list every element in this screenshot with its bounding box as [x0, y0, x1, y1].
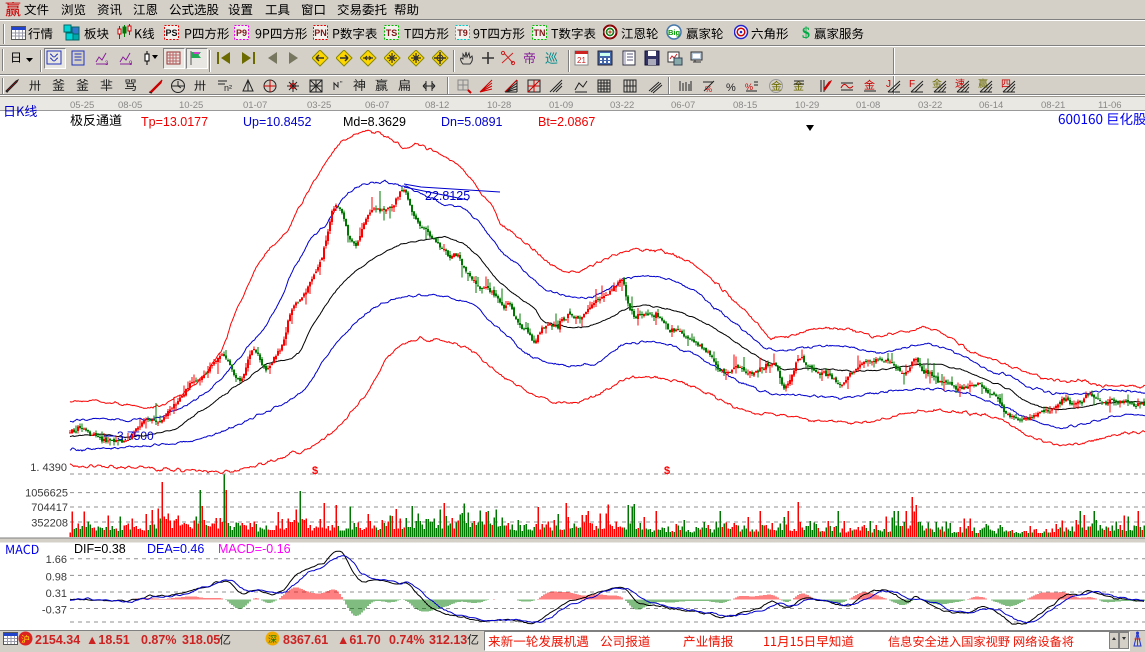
- svg-text:06-07: 06-07: [365, 100, 389, 111]
- svg-text:Big: Big: [668, 28, 681, 37]
- svg-text:F: F: [909, 79, 915, 90]
- svg-text:PN: PN: [314, 28, 327, 38]
- svg-text:08-21: 08-21: [1041, 100, 1065, 111]
- svg-text:J: J: [886, 79, 891, 90]
- svg-text:Md=8.3629: Md=8.3629: [343, 115, 406, 129]
- svg-text:06-14: 06-14: [979, 100, 1003, 111]
- svg-text:22.8125: 22.8125: [425, 189, 470, 203]
- svg-text:▲18.51: ▲18.51: [86, 633, 130, 647]
- svg-text:03-22: 03-22: [610, 100, 634, 111]
- svg-text:10-25: 10-25: [179, 100, 203, 111]
- svg-text:n²: n²: [224, 83, 232, 93]
- svg-text:Bt=2.0867: Bt=2.0867: [538, 115, 595, 129]
- svg-text:Dn=5.0891: Dn=5.0891: [441, 115, 503, 129]
- svg-text:9: 9: [129, 61, 133, 67]
- svg-text:2154.34: 2154.34: [35, 633, 80, 647]
- svg-text:03-25: 03-25: [307, 100, 331, 111]
- svg-text:PS: PS: [165, 28, 177, 38]
- svg-text:%: %: [745, 82, 753, 92]
- svg-text:1. 4390: 1. 4390: [30, 462, 67, 474]
- svg-text:%: %: [726, 82, 736, 94]
- svg-text:352208: 352208: [31, 518, 68, 530]
- svg-text:0.87%: 0.87%: [141, 633, 176, 647]
- svg-text:0.98: 0.98: [46, 572, 67, 584]
- svg-text:05-25: 05-25: [70, 100, 94, 111]
- svg-text:08-15: 08-15: [733, 100, 757, 111]
- svg-text:01-09: 01-09: [549, 100, 573, 111]
- svg-text:Up=10.8452: Up=10.8452: [243, 115, 312, 129]
- svg-text:318.05: 318.05: [182, 633, 220, 647]
- svg-text:01-08: 01-08: [856, 100, 880, 111]
- svg-text:$: $: [802, 25, 810, 41]
- svg-text:0.31: 0.31: [46, 588, 67, 600]
- svg-text:▲61.70: ▲61.70: [337, 633, 381, 647]
- svg-text:11-06: 11-06: [1098, 100, 1122, 111]
- svg-text:Tp=13.0177: Tp=13.0177: [141, 115, 208, 129]
- svg-text:3.7500: 3.7500: [117, 429, 154, 443]
- svg-text:312.13: 312.13: [429, 633, 467, 647]
- svg-text:MACD=-0.16: MACD=-0.16: [218, 542, 291, 556]
- svg-text:P9: P9: [236, 28, 247, 38]
- svg-text:TN: TN: [534, 28, 546, 38]
- svg-text:TS: TS: [386, 28, 398, 38]
- svg-text:-0.37: -0.37: [42, 605, 67, 617]
- svg-text:704417: 704417: [31, 502, 68, 514]
- svg-text:T9: T9: [457, 28, 468, 38]
- svg-text:3: 3: [105, 61, 109, 67]
- svg-text:01-07: 01-07: [243, 100, 267, 111]
- svg-text:06-07: 06-07: [671, 100, 695, 111]
- svg-text:1056625: 1056625: [25, 488, 68, 500]
- svg-text:%: %: [705, 85, 712, 94]
- svg-text:0.74%: 0.74%: [389, 633, 424, 647]
- svg-text:DIF=0.38: DIF=0.38: [74, 542, 126, 556]
- svg-text:03-22: 03-22: [918, 100, 942, 111]
- svg-text:21: 21: [577, 56, 586, 65]
- svg-text:1.66: 1.66: [46, 554, 67, 566]
- svg-text:DEA=0.46: DEA=0.46: [147, 542, 204, 556]
- svg-text:10-29: 10-29: [795, 100, 819, 111]
- svg-text:08-05: 08-05: [118, 100, 142, 111]
- svg-text:$: $: [312, 465, 318, 477]
- svg-text:": ": [340, 81, 343, 88]
- svg-text:10-28: 10-28: [487, 100, 511, 111]
- svg-text:08-12: 08-12: [425, 100, 449, 111]
- svg-text:$: $: [664, 465, 670, 477]
- svg-text:8367.61: 8367.61: [283, 633, 328, 647]
